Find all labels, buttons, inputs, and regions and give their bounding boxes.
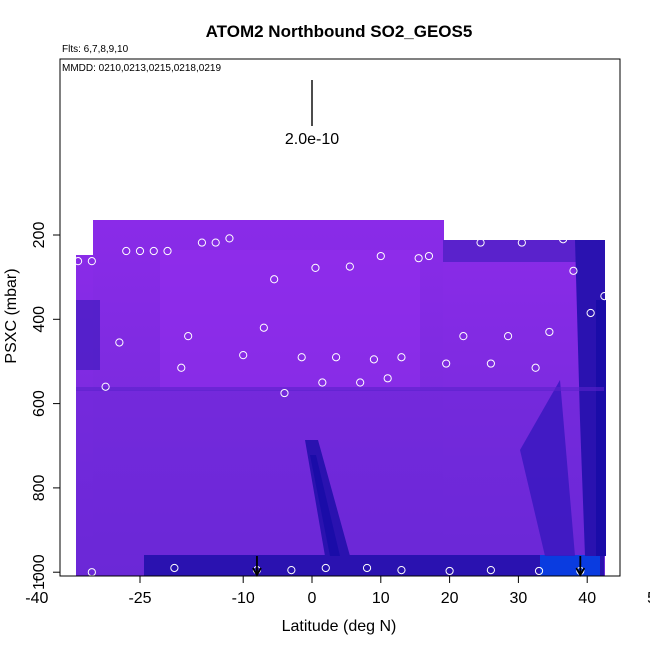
sample-point [534,566,544,576]
x-axis-label: Latitude (deg N) [282,618,397,635]
sample-point [321,563,330,573]
x-tick-label: 20 [441,590,459,607]
field-upper-light [160,250,420,390]
sample-point [383,374,392,383]
sample-point [135,246,145,256]
sample-point [6,258,13,265]
sample-point [270,275,279,284]
field-dark-tongue-core [310,455,340,556]
sample-point [600,292,609,301]
y-axis: 200 400 600 800 1000 [31,222,60,590]
sample-point [33,258,40,265]
chart-title: ATOM2 Northbound SO2_GEOS5 [206,22,473,41]
sample-point [445,566,454,576]
sample-point [486,359,495,368]
sample-point [87,257,96,266]
sample-point [331,353,341,362]
sample-point [397,565,406,575]
y-tick-label: 400 [31,306,48,333]
sample-point [397,353,406,362]
sample-point [115,338,124,347]
sample-point [517,238,526,247]
sample-point [414,254,423,263]
plot-border [59,58,621,577]
sample-point [545,327,554,337]
x-axis: -70-55-40-25-1001020304050607080 [25,576,650,607]
sample-point [297,353,306,362]
sample-point [362,563,372,573]
flights-note: Flts: 6,7,8,9,10 [62,44,129,55]
sample-point [559,235,568,244]
heatmap-field [76,220,606,576]
field-mid-band [76,387,604,391]
flight-arrow-head [252,567,262,577]
flight-arrow-head [575,567,586,577]
sample-point [211,238,220,247]
sample-point [442,359,451,368]
x-tick-label: 50 [647,590,650,607]
sample-point [376,251,385,261]
field-surface-blue [540,555,600,576]
x-tick-label: -10 [232,590,255,607]
sample-point [632,565,639,572]
sample-point [311,263,320,272]
sample-point [586,308,595,318]
sample-point [318,378,327,387]
x-tick-label: -40 [25,590,48,607]
sample-point [476,238,485,247]
sample-point [424,251,434,261]
sample-point [503,332,513,341]
dates-note: MMDD: 0210,0213,0215,0218,0219 [62,63,221,74]
field-north-top [443,240,583,262]
sample-points [6,234,646,576]
scale-label: 2.0e-10 [285,131,339,148]
sample-point [280,388,289,398]
sample-point [614,292,620,301]
sample-point [369,355,379,364]
sample-point [225,234,234,243]
sample-point [177,363,186,372]
y-tick-label: 200 [31,222,48,249]
field-surface [144,555,604,576]
x-tick-label: 30 [510,590,528,607]
sample-point [163,246,172,256]
x-tick-label: 10 [372,590,390,607]
sample-point [47,258,54,265]
sample-point [19,258,26,265]
sample-point [197,238,207,247]
field-west-dark [76,300,100,370]
x-tick-label: 0 [308,590,317,607]
sample-point [639,394,646,401]
field-upper [93,220,444,576]
y-tick-label: 600 [31,390,48,417]
x-tick-label: 40 [578,590,596,607]
arrows [252,556,586,577]
sample-point [569,266,578,275]
sample-point [149,246,158,256]
sample-point [184,332,193,341]
y-tick-label: 1000 [31,554,48,590]
sample-point [459,332,468,341]
field-north-band [520,380,575,556]
sample-point [239,351,248,360]
sample-point [73,257,83,266]
sample-point [101,382,110,391]
sample-point [486,565,495,575]
y-axis-label: PSXC (mbar) [3,268,20,363]
sample-point [356,378,365,387]
y-tick-label: 800 [31,474,48,501]
field-north-edge [596,300,606,556]
sample-point [287,565,296,575]
sample-point [531,363,540,372]
x-tick-label: -25 [128,590,151,607]
sample-point [259,323,268,332]
sample-point [628,398,635,405]
sample-point [170,563,179,573]
sample-point [60,257,69,266]
sample-point [122,246,131,256]
sample-point [345,262,354,271]
